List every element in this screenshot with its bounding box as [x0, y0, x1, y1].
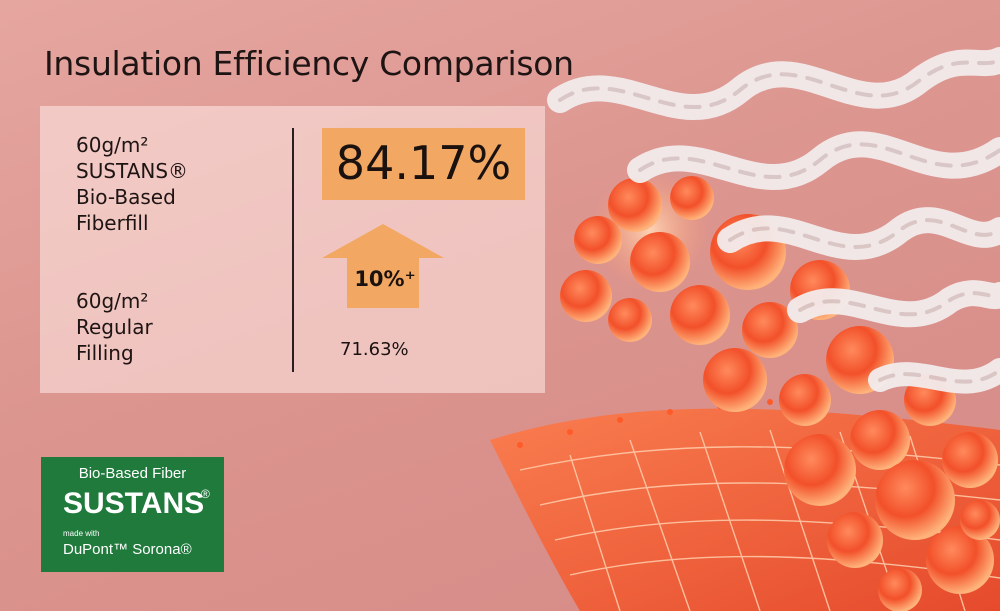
sustans-label-line: Fiberfill	[76, 211, 149, 235]
sustans-value: 84.17%	[335, 136, 512, 190]
logo-made-with: made with	[63, 529, 100, 538]
regular-label-line: 60g/m²	[76, 289, 149, 313]
sustans-value-box: 84.17%	[322, 128, 525, 200]
logo-partner: DuPont™ Sorona®	[63, 541, 192, 558]
sustans-label-line: 60g/m²	[76, 133, 149, 157]
sustans-label: 60g/m² SUSTANS® Bio-Based Fiberfill	[76, 132, 188, 236]
improvement-value: 10%⁺	[354, 267, 416, 291]
logo-reg-mark: ®	[201, 487, 210, 501]
regular-label-line: Regular	[76, 315, 153, 339]
sustans-logo: Bio-Based Fiber SUSTANS ® made with DuPo…	[41, 457, 224, 572]
regular-label: 60g/m² Regular Filling	[76, 288, 153, 366]
regular-value: 71.63%	[340, 339, 409, 360]
regular-label-line: Filling	[76, 341, 134, 365]
comparison-panel: 60g/m² SUSTANS® Bio-Based Fiberfill 60g/…	[40, 106, 545, 393]
fiber-illustration	[490, 47, 1000, 611]
up-arrow-icon	[322, 224, 444, 308]
logo-tagline: Bio-Based Fiber	[78, 465, 187, 482]
page-title: Insulation Efficiency Comparison	[44, 44, 574, 83]
divider-line	[292, 128, 294, 372]
logo-brand: SUSTANS	[63, 487, 205, 520]
sustans-label-line: SUSTANS®	[76, 159, 189, 183]
sustans-label-line: Bio-Based	[76, 185, 176, 209]
